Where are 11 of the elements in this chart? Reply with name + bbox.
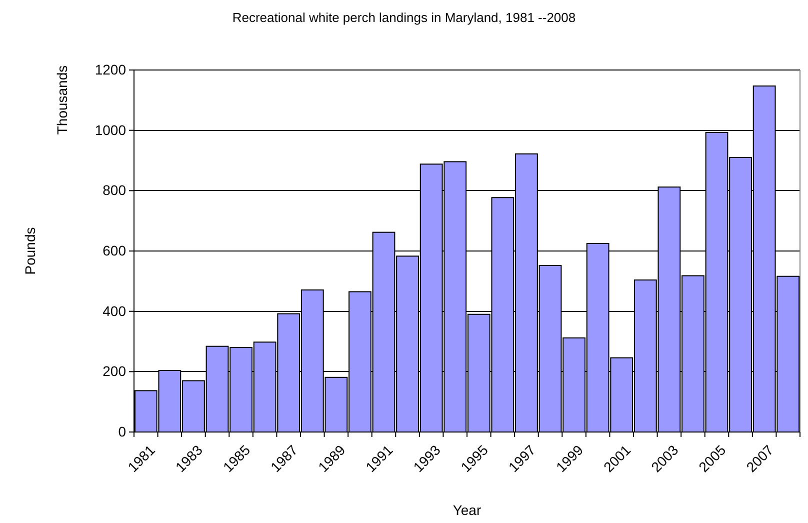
y-tick-label: 1200	[94, 61, 126, 78]
chart-title: Recreational white perch landings in Maryland, 1981 --2008	[232, 10, 576, 25]
y-tick-label: 800	[102, 182, 126, 198]
y-axis-title: Pounds	[22, 227, 38, 275]
y-tick-label: 400	[102, 302, 126, 319]
x-axis-title: Year	[452, 502, 482, 518]
y-tick-label: 0	[118, 423, 126, 440]
y-tick-label: 200	[102, 363, 126, 380]
text: Thousands	[54, 65, 70, 135]
y-tick-label: 1000	[94, 122, 126, 138]
y-tick-label: 600	[102, 242, 126, 258]
